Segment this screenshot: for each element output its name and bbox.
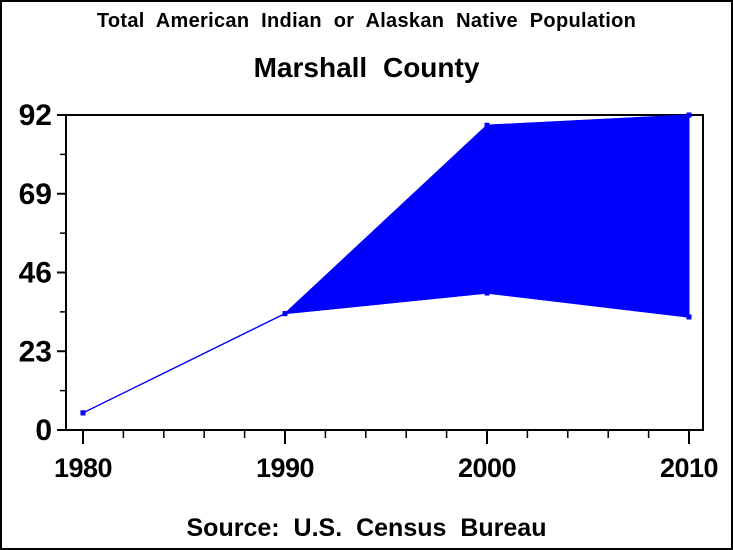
- x-tick-label: 1980: [54, 453, 112, 483]
- y-tick-label: 0: [35, 414, 52, 447]
- data-point-marker: [686, 314, 692, 320]
- y-tick-label: 46: [19, 257, 52, 290]
- x-tick-label: 2010: [660, 453, 718, 483]
- data-point-marker: [282, 311, 288, 317]
- y-tick-label: 69: [19, 178, 52, 211]
- data-point-marker: [484, 122, 490, 128]
- data-point-marker: [80, 410, 86, 416]
- x-tick-label: 1990: [256, 453, 314, 483]
- chart-subtitle: Marshall County: [253, 52, 480, 83]
- chart-title: Total American Indian or Alaskan Native …: [96, 10, 637, 32]
- source-caption: Source: U.S. Census Bureau: [186, 514, 547, 542]
- data-point-marker: [686, 112, 692, 118]
- lower-series-line: [82, 292, 690, 414]
- data-point-marker: [484, 290, 490, 296]
- y-tick-label: 23: [19, 335, 52, 368]
- upper-series-line: [82, 114, 690, 414]
- x-tick-label: 2000: [458, 453, 516, 483]
- y-tick-label: 92: [19, 99, 52, 132]
